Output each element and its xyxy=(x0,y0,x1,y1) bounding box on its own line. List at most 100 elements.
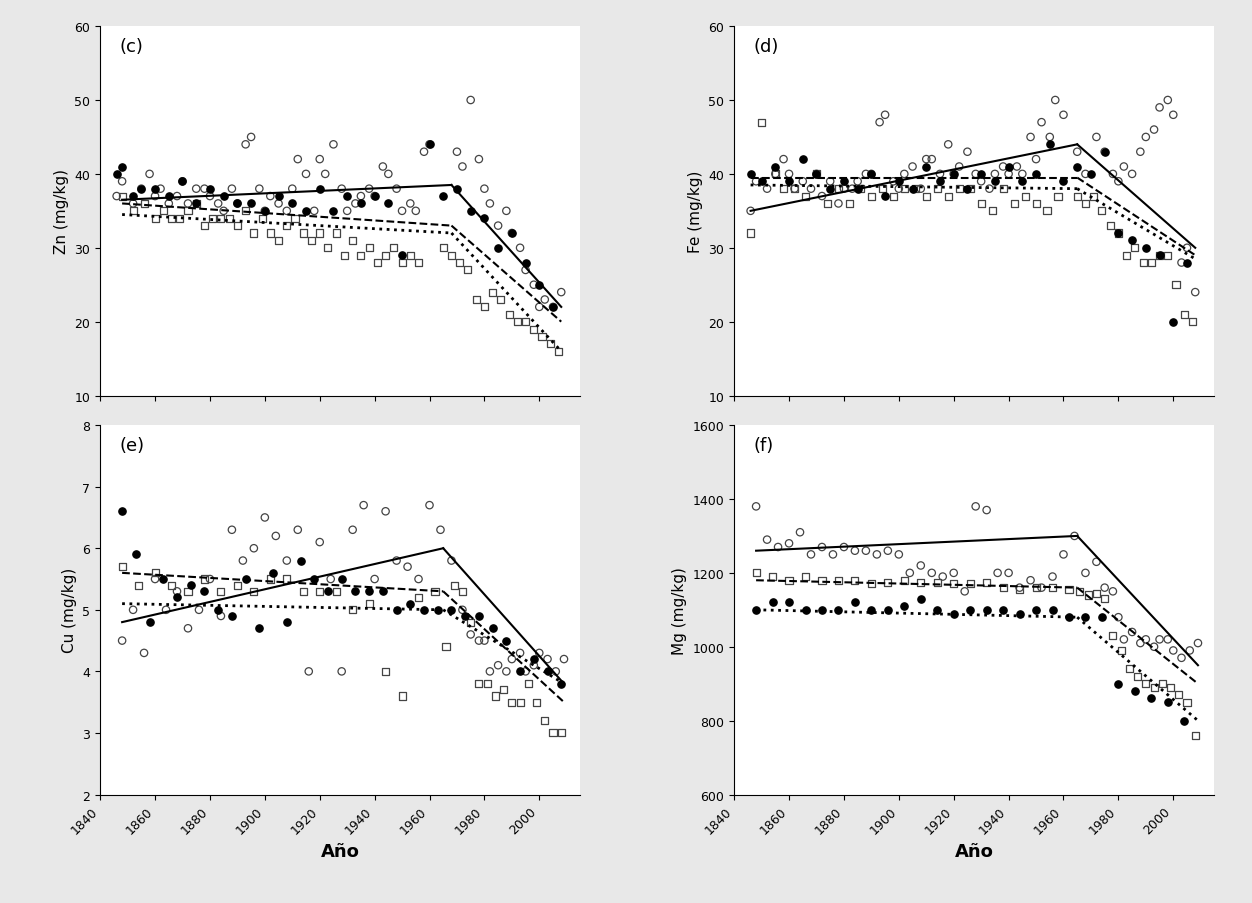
Point xyxy=(321,573,341,587)
Point xyxy=(813,573,833,588)
Point xyxy=(813,190,833,204)
Point xyxy=(200,190,220,204)
Point xyxy=(779,175,799,190)
Point xyxy=(1027,153,1047,167)
Point xyxy=(979,182,999,197)
Point xyxy=(1067,145,1087,160)
Point xyxy=(159,190,179,204)
Point xyxy=(741,167,761,182)
Point xyxy=(449,256,470,271)
Point xyxy=(249,182,269,197)
Point xyxy=(903,182,923,197)
Point xyxy=(903,160,923,174)
Point xyxy=(1013,167,1033,182)
Y-axis label: Fe (mg/kg): Fe (mg/kg) xyxy=(687,171,702,253)
Point xyxy=(1009,607,1029,621)
Point xyxy=(977,603,997,618)
Point xyxy=(293,584,313,599)
Point xyxy=(1108,227,1128,241)
Point xyxy=(757,182,777,197)
Point xyxy=(208,197,228,211)
Point xyxy=(1015,190,1035,204)
Point xyxy=(746,603,766,618)
Point xyxy=(875,108,895,123)
Point xyxy=(1087,555,1107,570)
Point xyxy=(139,167,159,182)
Point xyxy=(295,167,316,182)
Point xyxy=(482,621,502,636)
Point xyxy=(910,182,930,197)
Point xyxy=(910,591,930,606)
Point xyxy=(244,227,264,241)
Point xyxy=(419,138,439,153)
Point xyxy=(518,676,538,691)
Point xyxy=(502,695,522,710)
Point xyxy=(944,167,964,182)
Point xyxy=(452,584,472,599)
Point xyxy=(150,182,170,197)
Point xyxy=(343,523,363,537)
Point xyxy=(1092,204,1112,219)
Point xyxy=(466,293,486,307)
Point xyxy=(282,182,302,197)
Point xyxy=(447,182,467,197)
Point xyxy=(123,204,143,219)
Point xyxy=(134,197,154,211)
Point xyxy=(282,197,302,211)
Point xyxy=(834,182,854,197)
Point xyxy=(222,523,242,537)
Point xyxy=(408,573,428,587)
Point xyxy=(244,542,264,556)
Point xyxy=(746,499,766,514)
Point xyxy=(944,566,964,581)
Point xyxy=(806,167,826,182)
Point xyxy=(845,596,865,610)
Point xyxy=(1149,632,1169,647)
Point xyxy=(1094,581,1114,595)
Point xyxy=(958,182,978,197)
Point xyxy=(806,167,826,182)
Point xyxy=(785,182,805,197)
Point xyxy=(741,227,761,241)
Point xyxy=(999,167,1019,182)
Point xyxy=(1020,573,1040,588)
Point xyxy=(134,646,154,660)
Point xyxy=(113,160,133,174)
Point xyxy=(447,145,467,160)
Point xyxy=(530,301,550,315)
Point xyxy=(442,603,462,618)
Point xyxy=(293,227,313,241)
Point xyxy=(1039,138,1059,153)
Point xyxy=(900,566,920,581)
Point xyxy=(972,197,992,211)
Point xyxy=(818,197,838,211)
Point xyxy=(510,695,530,710)
Point xyxy=(1163,644,1183,658)
Point xyxy=(123,197,143,211)
Point xyxy=(1013,175,1033,190)
Point xyxy=(444,578,464,592)
Point xyxy=(392,204,412,219)
Point xyxy=(318,584,338,599)
Point xyxy=(194,182,214,197)
Point xyxy=(401,197,421,211)
Point xyxy=(461,204,481,219)
Text: (c): (c) xyxy=(119,38,143,56)
Point xyxy=(993,603,1013,618)
Point xyxy=(255,204,275,219)
Point xyxy=(1177,256,1197,271)
Y-axis label: Zn (mg/kg): Zn (mg/kg) xyxy=(54,169,69,254)
Point xyxy=(1039,131,1059,145)
Point xyxy=(1045,94,1065,108)
Point xyxy=(1075,197,1096,211)
Point xyxy=(878,544,898,558)
Point xyxy=(477,676,497,691)
Point xyxy=(930,175,950,190)
Point xyxy=(475,301,495,315)
Point xyxy=(856,544,876,558)
Point xyxy=(977,575,997,590)
Point xyxy=(129,578,149,592)
Point xyxy=(106,190,126,204)
Point xyxy=(993,182,1013,197)
Point xyxy=(268,234,288,248)
